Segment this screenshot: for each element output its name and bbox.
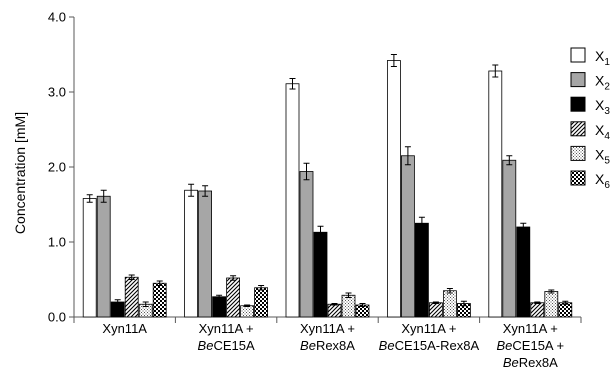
- error-bar: [230, 275, 237, 281]
- bar-x1-3: [285, 83, 300, 318]
- x-category-label: BeCE15A +: [497, 338, 565, 353]
- bar-x1-5: [488, 70, 503, 318]
- bar-x2-2: [198, 190, 213, 318]
- bar-x5-5: [544, 291, 559, 318]
- error-bar: [418, 216, 425, 230]
- error-bar: [390, 54, 397, 67]
- legend-item-x3: X3: [570, 96, 610, 117]
- legend-label: X3: [595, 97, 610, 117]
- bar-x3-2: [212, 296, 227, 318]
- bars: [82, 54, 573, 318]
- error-bar: [156, 280, 163, 286]
- legend-swatch: [570, 47, 586, 63]
- error-bar: [128, 274, 135, 280]
- error-bar: [404, 146, 411, 166]
- error-bar: [100, 189, 107, 203]
- legend-swatch: [570, 96, 586, 112]
- legend-swatch: [570, 145, 586, 161]
- legend-label: X6: [595, 171, 610, 191]
- error-bar: [548, 289, 555, 294]
- bar-x5-3: [341, 294, 356, 318]
- error-bar: [359, 303, 366, 307]
- y-axis-title: Concentration [mM]: [12, 112, 28, 234]
- error-bar: [216, 294, 223, 299]
- bar-x1-2: [184, 189, 199, 318]
- error-bar: [188, 183, 195, 197]
- y-tick-label: 1.0: [48, 235, 66, 250]
- error-bar: [303, 162, 310, 181]
- y-tick-label: 0.0: [48, 310, 66, 325]
- legend: X1 X2 X3 X4 X5 X6: [570, 47, 610, 191]
- error-bar: [460, 300, 467, 307]
- y-tick-label: 3.0: [48, 85, 66, 100]
- bar-x6-2: [254, 287, 269, 318]
- x-category-label: Xyn11A +: [199, 321, 254, 336]
- error-bar: [142, 301, 149, 307]
- legend-label: X1: [595, 48, 610, 68]
- error-bar: [345, 292, 352, 298]
- x-category-label: BeCE15A: [198, 338, 255, 353]
- legend-item-x2: X2: [570, 72, 610, 93]
- legend-item-x1: X1: [570, 47, 610, 68]
- bar-x5-2: [240, 305, 255, 318]
- error-bar: [289, 78, 296, 90]
- error-bar: [562, 300, 569, 305]
- bar-x2-3: [299, 171, 314, 318]
- error-bar: [446, 288, 453, 294]
- bar-x4-1: [124, 276, 139, 318]
- legend-label: X4: [595, 122, 610, 142]
- legend-swatch: [570, 170, 586, 186]
- bar-x1-4: [386, 60, 401, 318]
- bar-x4-5: [530, 302, 545, 318]
- x-category-label: Xyn11A +: [503, 321, 558, 336]
- x-category-label: BeRex8A: [503, 355, 558, 370]
- bar-x2-1: [96, 195, 111, 318]
- bar-x4-2: [226, 277, 241, 318]
- bar-x5-4: [442, 290, 457, 318]
- x-category-label: BeRex8A: [300, 338, 355, 353]
- error-bar: [258, 285, 265, 291]
- legend-label: X2: [595, 73, 610, 93]
- legend-swatch: [570, 72, 586, 88]
- error-bar: [331, 303, 338, 306]
- error-bar: [520, 222, 527, 232]
- error-bar: [86, 194, 93, 203]
- error-bar: [244, 304, 251, 307]
- bar-x2-5: [502, 159, 517, 318]
- legend-item-x6: X6: [570, 170, 610, 191]
- legend-item-x4: X4: [570, 121, 610, 142]
- error-bar: [114, 299, 121, 305]
- bar-x6-5: [558, 302, 573, 318]
- bar-x4-3: [327, 303, 342, 318]
- bar-x1-1: [82, 198, 97, 318]
- x-category-label: BeCE15A-Rex8A: [379, 338, 480, 353]
- x-category-label: Xyn11A +: [300, 321, 355, 336]
- bar-x4-4: [428, 302, 443, 318]
- legend-label: X5: [595, 146, 610, 166]
- y-tick-label: 4.0: [48, 10, 66, 25]
- bar-x3-5: [516, 226, 531, 318]
- y-tick-label: 2.0: [48, 160, 66, 175]
- error-bar: [432, 301, 439, 304]
- x-category-label: Xyn11A: [102, 321, 147, 336]
- bar-x3-4: [414, 222, 429, 318]
- error-bar: [506, 155, 513, 166]
- bar-x6-1: [152, 282, 167, 318]
- bar-x2-4: [400, 155, 415, 318]
- error-bar: [492, 64, 499, 78]
- legend-item-x5: X5: [570, 145, 610, 166]
- category-labels: Xyn11A Xyn11A + BeCE15A Xyn11A + BeRex8A Xyn1…: [102, 321, 564, 370]
- legend-swatch: [570, 121, 586, 137]
- error-bar: [317, 225, 324, 239]
- error-bar: [202, 185, 209, 197]
- error-bar: [534, 301, 541, 304]
- bar-x3-3: [313, 231, 328, 318]
- x-category-label: Xyn11A +: [401, 321, 456, 336]
